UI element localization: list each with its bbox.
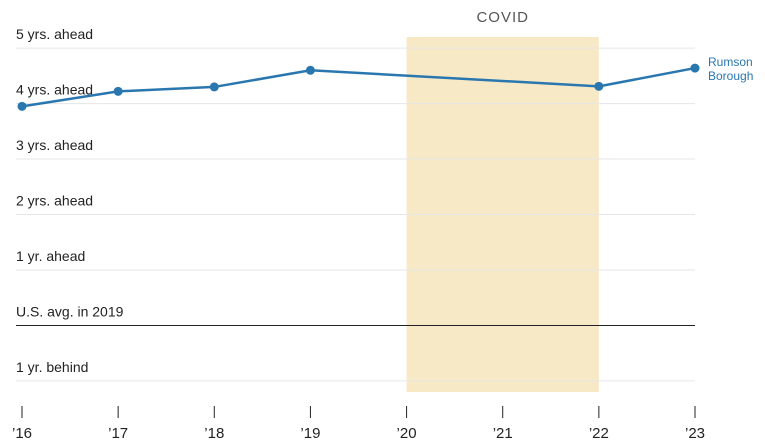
y-tick-label: 1 yr. ahead <box>16 248 85 264</box>
x-tick-label: ’20 <box>397 425 417 442</box>
y-tick-label: 4 yrs. ahead <box>16 82 93 98</box>
x-tick-label: ’23 <box>685 425 705 442</box>
y-tick-label: 2 yrs. ahead <box>16 193 93 209</box>
point <box>113 86 123 96</box>
point <box>17 101 27 111</box>
point <box>209 82 219 92</box>
x-tick-label: ’16 <box>12 425 32 442</box>
series-label: Rumson Borough <box>708 55 754 83</box>
line <box>21 66 696 108</box>
x-tick-label: ’19 <box>300 425 320 442</box>
point <box>594 81 604 91</box>
region-label: COVID <box>476 9 529 26</box>
point <box>305 65 315 75</box>
x-tick-label: ’17 <box>108 425 128 442</box>
y-tick-label: 5 yrs. ahead <box>16 26 93 42</box>
y-tick-label: U.S. avg. in 2019 <box>16 303 124 319</box>
y-tick-label: 1 yr. behind <box>16 359 88 375</box>
point <box>690 63 700 73</box>
x-tick-label: ’21 <box>493 425 513 442</box>
y-tick-label: 3 yrs. ahead <box>16 137 93 153</box>
x-tick-label: ’22 <box>589 425 609 442</box>
x-tick-label: ’18 <box>204 425 224 442</box>
